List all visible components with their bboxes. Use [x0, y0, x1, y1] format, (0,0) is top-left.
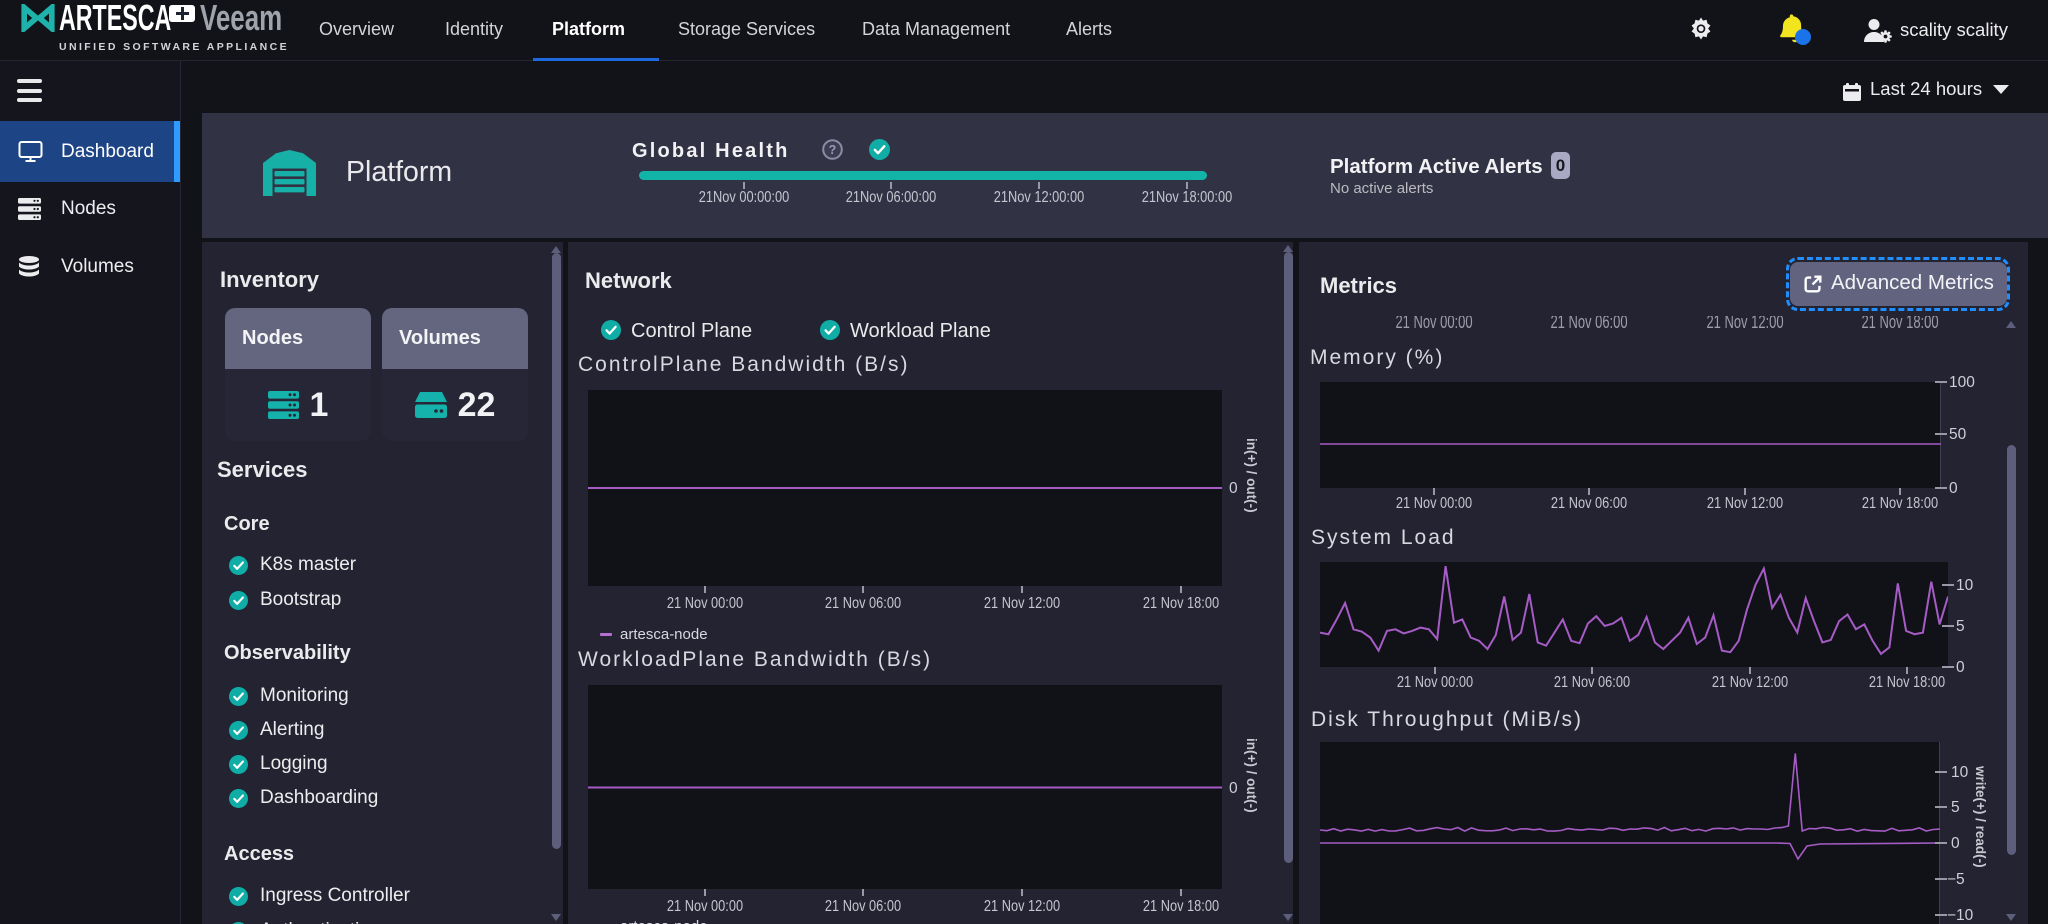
svg-text:?: ? — [829, 143, 837, 157]
